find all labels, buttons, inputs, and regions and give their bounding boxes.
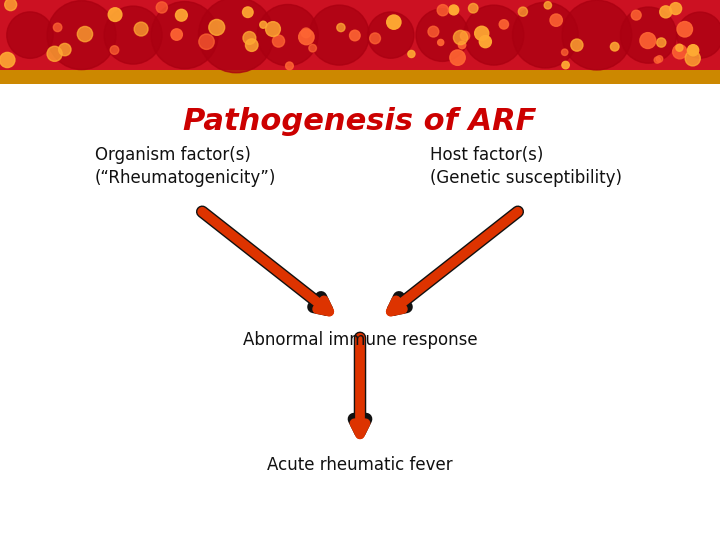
Circle shape: [58, 43, 71, 56]
Circle shape: [309, 5, 369, 65]
Circle shape: [640, 32, 656, 49]
Circle shape: [272, 35, 284, 47]
Circle shape: [437, 4, 449, 16]
Circle shape: [438, 39, 444, 45]
Circle shape: [480, 36, 491, 48]
Circle shape: [156, 2, 168, 13]
Circle shape: [299, 29, 314, 45]
Circle shape: [631, 10, 642, 20]
Circle shape: [53, 23, 62, 32]
Text: Host factor(s): Host factor(s): [430, 146, 544, 164]
Bar: [0, 0, 720, 70]
Circle shape: [286, 62, 293, 70]
Circle shape: [513, 2, 578, 68]
Circle shape: [309, 44, 317, 52]
Circle shape: [621, 7, 677, 63]
Circle shape: [349, 30, 360, 41]
Circle shape: [677, 22, 693, 37]
Circle shape: [454, 30, 468, 45]
Circle shape: [656, 56, 662, 62]
Circle shape: [670, 3, 682, 15]
Circle shape: [243, 31, 256, 44]
Circle shape: [469, 3, 478, 13]
Circle shape: [550, 14, 562, 26]
Circle shape: [6, 12, 53, 58]
Circle shape: [104, 6, 162, 64]
Text: (“Rheumatogenicity”): (“Rheumatogenicity”): [95, 169, 276, 187]
Circle shape: [654, 57, 660, 63]
Circle shape: [676, 44, 683, 51]
Circle shape: [562, 62, 570, 69]
Circle shape: [199, 0, 274, 73]
Circle shape: [499, 19, 508, 29]
Text: Abnormal immune response: Abnormal immune response: [243, 331, 477, 349]
Circle shape: [518, 7, 528, 16]
Circle shape: [464, 5, 524, 65]
Circle shape: [677, 12, 720, 58]
Circle shape: [5, 0, 17, 11]
Circle shape: [450, 50, 465, 65]
Circle shape: [171, 29, 182, 40]
Circle shape: [459, 41, 466, 49]
Circle shape: [199, 34, 215, 50]
Circle shape: [301, 28, 311, 38]
Circle shape: [660, 6, 672, 18]
Circle shape: [266, 22, 280, 37]
Circle shape: [209, 19, 225, 35]
Text: Pathogenesis of ARF: Pathogenesis of ARF: [184, 107, 536, 136]
Circle shape: [246, 39, 258, 51]
Circle shape: [257, 4, 318, 66]
Circle shape: [243, 7, 253, 17]
Circle shape: [176, 9, 187, 21]
Circle shape: [260, 21, 267, 28]
Bar: [0, 70, 720, 84]
Circle shape: [134, 22, 148, 36]
Circle shape: [672, 45, 687, 59]
Circle shape: [151, 2, 218, 69]
Circle shape: [562, 49, 568, 56]
Circle shape: [460, 31, 469, 40]
Circle shape: [47, 46, 62, 62]
Circle shape: [449, 5, 459, 15]
Circle shape: [474, 26, 489, 40]
Circle shape: [337, 23, 345, 32]
Text: (Genetic susceptibility): (Genetic susceptibility): [430, 169, 622, 187]
Circle shape: [108, 8, 122, 22]
Circle shape: [408, 50, 415, 58]
Circle shape: [562, 0, 631, 70]
Circle shape: [544, 2, 552, 9]
Circle shape: [369, 33, 380, 44]
Circle shape: [77, 26, 93, 42]
Circle shape: [0, 52, 15, 68]
Circle shape: [685, 51, 701, 66]
Text: Acute rheumatic fever: Acute rheumatic fever: [267, 456, 453, 474]
Text: Organism factor(s): Organism factor(s): [95, 146, 251, 164]
Circle shape: [428, 26, 438, 37]
Circle shape: [47, 1, 116, 70]
Circle shape: [110, 46, 119, 55]
Circle shape: [571, 39, 583, 51]
Circle shape: [387, 15, 401, 29]
Circle shape: [688, 45, 698, 56]
Circle shape: [611, 42, 619, 51]
Circle shape: [368, 12, 414, 58]
Circle shape: [416, 9, 469, 62]
Circle shape: [657, 38, 666, 47]
